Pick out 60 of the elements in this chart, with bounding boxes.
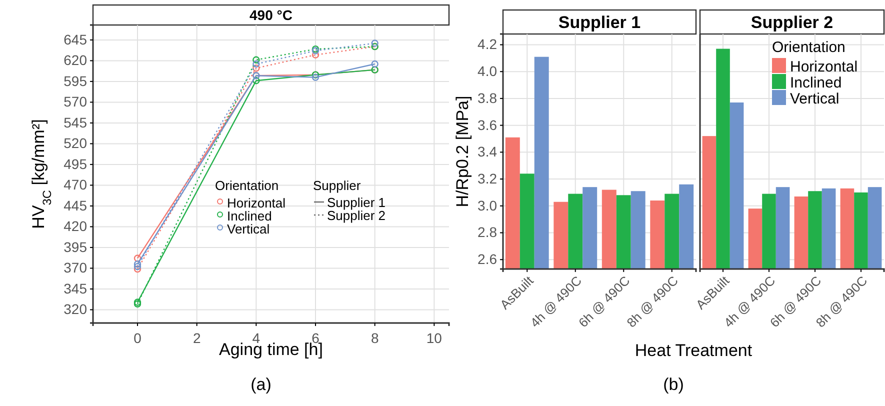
x-tick-label: 8: [370, 330, 379, 346]
y-tick-label: 3.0: [478, 197, 498, 214]
y-tick-label: 3.4: [478, 144, 498, 160]
point: [252, 77, 260, 84]
legend-label: Vertical: [227, 221, 270, 236]
y-axis-title: H/Rp0.2 [MPa]: [453, 96, 472, 208]
y-tick-label: 545: [64, 114, 88, 130]
x-tick-label: 6: [312, 330, 320, 346]
y-tick-label: 4.0: [478, 63, 498, 80]
y-tick-label: 470: [64, 176, 88, 193]
point: [134, 265, 142, 273]
legend-label: Vertical: [790, 90, 840, 108]
annotation: Supplier: [313, 178, 362, 193]
y-tick-label: 2.6: [478, 251, 498, 268]
x-tick-label: 10: [426, 330, 442, 346]
point: [312, 74, 320, 81]
point: [134, 262, 142, 270]
x-tick-label: 4: [252, 330, 260, 346]
legend-label: Inclined: [227, 208, 272, 224]
legend-label: Horizontal: [790, 58, 858, 76]
x-tick-label: 0: [134, 330, 142, 346]
y-tick-label: 520: [64, 135, 88, 152]
y-tick-label: 320: [64, 301, 88, 318]
point: [134, 260, 142, 268]
chart-title: Supplier 2: [750, 12, 834, 32]
y-tick-label: 2.8: [478, 224, 498, 240]
legend-label: Inclined: [790, 74, 842, 92]
point: [312, 51, 320, 58]
legend-title: Orientation: [215, 178, 279, 193]
point: [252, 64, 260, 72]
y-tick-label: 3.2: [478, 170, 498, 187]
y-tick-label: 395: [64, 238, 88, 255]
text: (a): [250, 375, 272, 394]
point: [134, 300, 142, 308]
point: [134, 298, 142, 306]
legend-title: Orientation: [772, 39, 846, 56]
y-tick-label: 645: [64, 31, 88, 48]
y-tick-label: 595: [64, 72, 88, 89]
y-tick-label: 620: [64, 52, 88, 68]
point: [371, 60, 378, 68]
x-axis-title: Heat Treatment: [634, 341, 752, 360]
annotation: Supplier 1: [327, 194, 386, 210]
point: [134, 254, 142, 262]
y-tick-label: 495: [64, 156, 88, 172]
text: (b): [663, 375, 684, 394]
legend-label: Horizontal: [227, 195, 286, 210]
y-tick-label: 420: [64, 218, 88, 234]
chart-title: 490 °C: [250, 6, 292, 23]
point: [252, 60, 260, 68]
y-tick-label: 445: [64, 197, 88, 214]
y-tick-label: 4.2: [478, 36, 498, 52]
y-tick-label: 370: [64, 260, 88, 276]
y-tick-label: 345: [64, 280, 88, 296]
point: [371, 40, 378, 47]
y-tick-label: 3.8: [478, 90, 498, 106]
point: [252, 56, 260, 64]
y-tick-label: 570: [64, 94, 88, 110]
chart-title: Supplier 1: [558, 12, 641, 32]
x-tick-label: 2: [192, 330, 201, 346]
y-tick-label: 3.6: [478, 116, 498, 133]
